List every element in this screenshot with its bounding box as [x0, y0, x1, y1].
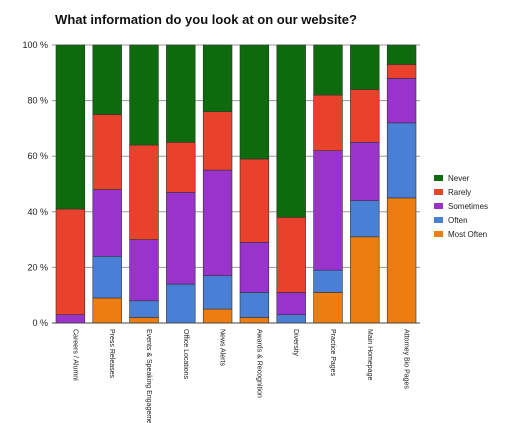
bar-segment-rarely	[92, 114, 122, 190]
bar-segment-sometimes	[276, 292, 306, 315]
y-tick-label: 60 %	[27, 151, 48, 161]
bar-segment-never	[55, 44, 86, 210]
y-axis: 0 % 20 % 40 % 60 % 80 % 100 %	[22, 40, 48, 328]
bars	[55, 44, 417, 324]
bar-segment-rarely	[313, 94, 343, 151]
bar-segment-never	[92, 44, 122, 115]
x-tick-label: Main Homepage	[366, 329, 373, 380]
chart-title: What information do you look at on our w…	[55, 12, 357, 27]
bar-segment-never	[166, 44, 196, 143]
bar-segment-often	[92, 255, 122, 299]
legend-label-sometimes: Sometimes	[448, 202, 488, 211]
x-tick-label: Attorney Bio Pages	[403, 329, 410, 389]
legend-swatch-never	[434, 175, 443, 181]
bar-segment-rarely	[55, 208, 86, 315]
bar-segment-often	[350, 200, 380, 238]
bar-segment-rarely	[166, 142, 196, 193]
bar-segment-often	[386, 122, 417, 199]
bar-segment-never	[129, 44, 159, 146]
y-tick-label: 20 %	[27, 262, 48, 272]
bar-segment-sometimes	[239, 242, 270, 293]
bar-segment-rarely	[129, 144, 159, 240]
bar-segment-rarely	[239, 158, 270, 243]
bar-segment-most-often	[202, 308, 233, 324]
x-tick-label: Careers / Alumni	[71, 329, 78, 381]
bar-segment-most-often	[350, 236, 380, 324]
legend-swatch-sometimes	[434, 203, 443, 209]
x-tick-label: Diversity	[292, 329, 299, 356]
bar-segment-often	[239, 292, 270, 318]
bar-segment-most-often	[386, 197, 417, 324]
legend-swatch-most-often	[434, 231, 443, 237]
y-tick-label: 0 %	[32, 318, 48, 328]
bar-segment-often	[166, 283, 196, 324]
x-tick-label: Events & Speaking Engagements	[145, 329, 152, 423]
legend-swatch-rarely	[434, 189, 443, 195]
bar-segment-never	[239, 44, 270, 160]
bar-segment-often	[313, 269, 343, 293]
bar-segment-often	[129, 300, 159, 318]
x-tick-label: Press Releases	[108, 329, 115, 379]
bar-segment-never	[276, 44, 306, 218]
bar-segment-sometimes	[55, 314, 86, 324]
legend: Never Rarely Sometimes Often Most Often	[434, 174, 488, 239]
bar-segment-sometimes	[92, 189, 122, 257]
bar-segment-most-often	[239, 317, 270, 324]
x-tick-label: News Alerts	[219, 329, 226, 366]
x-axis: Careers / Alumni Press Releases Events & S…	[52, 322, 420, 423]
bar-segment-never	[386, 44, 417, 65]
bar-segment-most-often	[92, 297, 122, 324]
legend-label-often: Often	[448, 216, 468, 225]
y-tick-label: 80 %	[27, 96, 48, 106]
bar-segment-often	[276, 314, 306, 324]
y-tick-label: 100 %	[22, 40, 48, 50]
bar-segment-rarely	[386, 64, 417, 79]
bar-segment-sometimes	[166, 192, 196, 285]
x-tick-label: Office Locations	[182, 329, 189, 380]
bar-segment-rarely	[276, 217, 306, 293]
bar-segment-never	[202, 44, 233, 113]
bar-segment-rarely	[202, 111, 233, 171]
legend-label-rarely: Rarely	[448, 188, 471, 197]
bar-segment-sometimes	[202, 169, 233, 277]
legend-label-most-often: Most Often	[448, 230, 487, 239]
bar-segment-rarely	[350, 89, 380, 143]
bar-segment-sometimes	[350, 142, 380, 201]
bar-segment-most-often	[129, 317, 159, 324]
bar-segment-often	[202, 275, 233, 310]
x-tick-label: Practice Pages	[329, 329, 336, 377]
bar-segment-never	[313, 44, 343, 96]
y-tick-label: 40 %	[27, 207, 48, 217]
bar-segment-sometimes	[313, 150, 343, 271]
x-tick-label: Awards & Recognition	[255, 329, 262, 398]
legend-label-never: Never	[448, 174, 470, 183]
bar-segment-sometimes	[386, 78, 417, 124]
legend-swatch-often	[434, 217, 443, 223]
bar-segment-most-often	[313, 292, 343, 324]
bar-segment-sometimes	[129, 239, 159, 302]
bar-segment-never	[350, 44, 380, 90]
